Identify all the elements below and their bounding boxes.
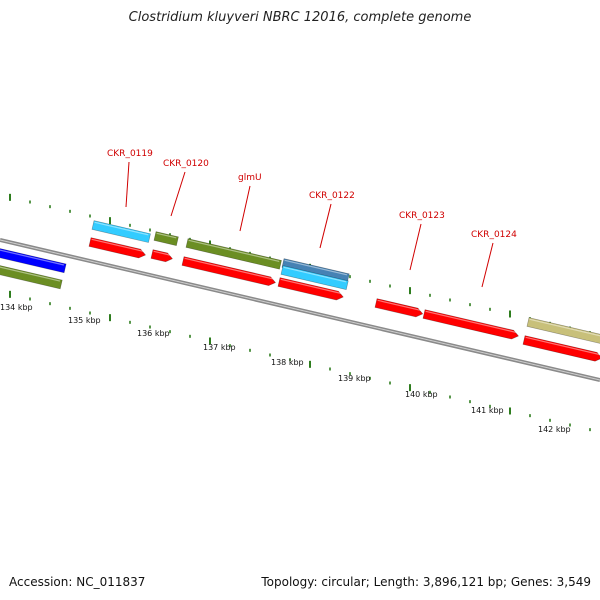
gene-label: CKR_0120 <box>163 159 209 169</box>
genome-backbone <box>0 238 600 382</box>
gene-olive-box-shape <box>0 264 63 290</box>
gene-ckr0119-box <box>91 220 151 243</box>
kbp-label: 140 kbp <box>405 390 438 399</box>
gene-ckr0120-box-shine <box>156 232 177 239</box>
gene-arrow-shine <box>153 250 172 256</box>
gene-ckr0120-box <box>153 231 179 246</box>
gene-label: CKR_0124 <box>471 230 517 240</box>
gene-blue-box <box>0 247 67 274</box>
gene-label: CKR_0119 <box>107 149 153 159</box>
kbp-label: 136 kbp <box>137 329 170 338</box>
callout-line <box>481 242 494 288</box>
gene-box-shine <box>283 266 347 283</box>
kbp-label: 139 kbp <box>338 374 371 383</box>
gene-blue-box-shine <box>0 248 64 266</box>
gene-arrow <box>522 335 600 362</box>
gene-arrow <box>150 249 173 263</box>
gene-arrow-shine <box>425 310 518 334</box>
gene-arrow-shine <box>280 278 343 295</box>
gene-features <box>0 220 600 362</box>
gene-label: CKR_0122 <box>309 191 355 201</box>
gene-arrow-shape <box>374 298 424 318</box>
gene-label: CKR_0123 <box>399 211 445 221</box>
accession-text: Accession: NC_011837 <box>9 575 146 589</box>
gene-arrow <box>88 237 146 259</box>
gene-box-shape <box>280 265 349 290</box>
kbp-label: 137 kbp <box>203 343 236 352</box>
gene-glmu-box-shape <box>185 238 282 270</box>
gene-ckr0122-box-shine <box>284 259 348 276</box>
gene-ckr0125-box-shine <box>529 318 600 337</box>
callout-line <box>125 161 130 208</box>
inner-tick-ring <box>9 290 591 432</box>
kbp-label: 134 kbp <box>0 303 33 312</box>
gene-arrow <box>374 298 424 318</box>
gene-callouts: CKR_0119 CKR_0120 glmU CKR_0122 CKR_0123 CKR_… <box>107 149 517 288</box>
gene-arrow-shape <box>150 249 173 263</box>
genome-summary-text: Topology: circular; Length: 3,896,121 bp… <box>261 575 591 589</box>
kbp-labels: 134 kbp 135 kbp 136 kbp 137 kbp 138 kbp 139 k… <box>0 303 571 434</box>
gene-glmu-box-shine <box>188 239 280 263</box>
gene-arrow-shine <box>525 336 600 356</box>
callout-line <box>239 185 251 232</box>
map-title: Clostridium kluyveri NBRC 12016, complet… <box>128 10 472 25</box>
callout-line <box>170 171 186 217</box>
gene-ckr0120-box-shape <box>153 231 179 246</box>
gene-blue-box-shape <box>0 247 67 274</box>
kbp-label: 142 kbp <box>538 425 571 434</box>
gene-arrow-shape <box>522 335 600 362</box>
gene-ckr0119-box-shine <box>94 221 149 236</box>
gene-olive-box-shine <box>0 265 61 282</box>
gene-ckr0119-box-shape <box>91 220 151 243</box>
backbone-highlight <box>0 239 600 381</box>
gene-arrow <box>277 277 344 301</box>
gene-arrow-shape <box>88 237 146 259</box>
gene-arrow <box>422 309 519 340</box>
gene-arrow-shine <box>184 257 275 280</box>
kbp-label: 138 kbp <box>271 358 304 367</box>
gene-arrow <box>181 256 277 286</box>
kbp-label: 135 kbp <box>68 316 101 325</box>
gene-ckr0125-box-shape <box>526 317 600 345</box>
kbp-label: 141 kbp <box>471 406 504 415</box>
gene-ckr0125-box <box>526 317 600 345</box>
gene-arrow-shine <box>91 238 145 253</box>
gene-arrow-shape <box>277 277 344 301</box>
gene-olive-box <box>0 264 63 290</box>
gene-arrow-shine <box>377 299 422 312</box>
gene-arrow-shape <box>181 256 277 286</box>
gene-arrow-shape <box>422 309 519 340</box>
gene-glmu-box <box>185 238 282 270</box>
callout-line <box>319 203 332 249</box>
gene-box <box>280 265 349 290</box>
callout-line <box>409 223 422 271</box>
gene-label: glmU <box>238 173 262 183</box>
